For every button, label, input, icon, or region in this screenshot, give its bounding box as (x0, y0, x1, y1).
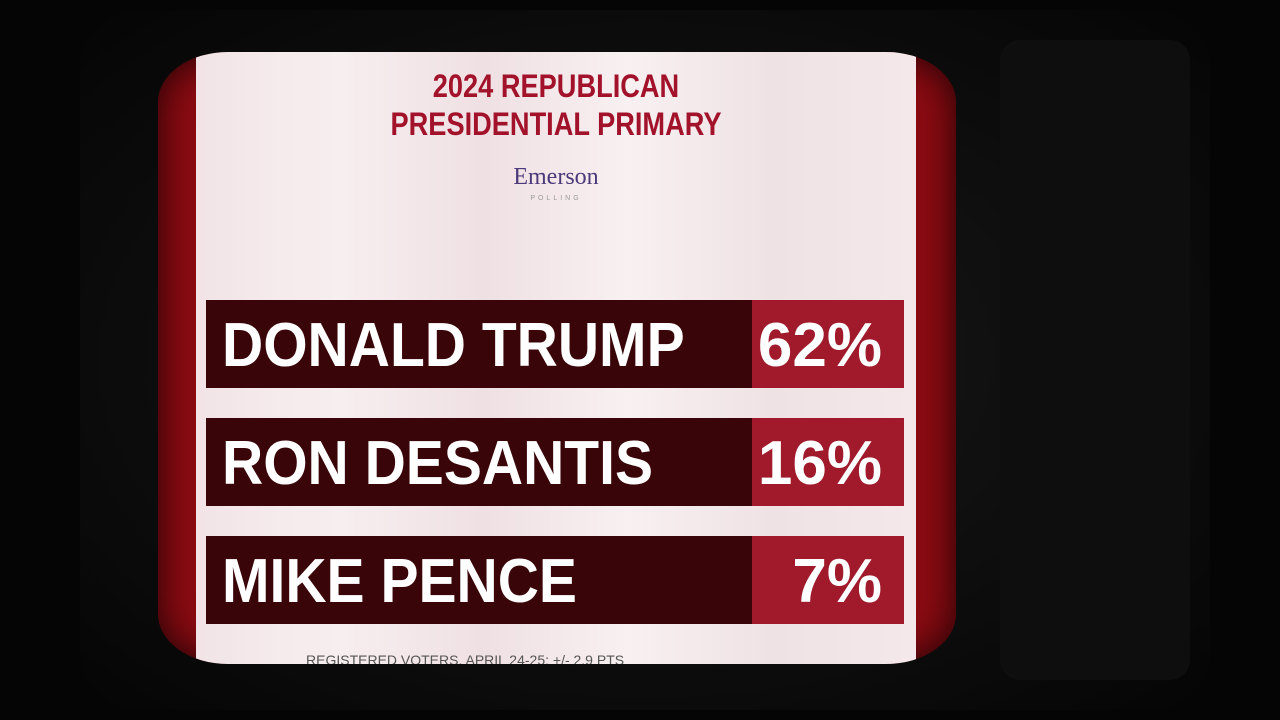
result-row: DONALD TRUMP 62% (206, 300, 904, 388)
title-line: PRESIDENTIAL PRIMARY (390, 106, 722, 142)
logo-sub: POLLING (530, 195, 582, 202)
candidate-value: 62% (752, 300, 904, 388)
candidate-name: RON DESANTIS (222, 429, 654, 498)
tv-panel (1000, 40, 1190, 680)
candidate-value: 16% (752, 418, 904, 506)
title-line: 2024 REPUBLICAN (432, 68, 680, 104)
logo-name: Emerson (513, 164, 599, 190)
candidate-value: 7% (752, 536, 904, 624)
tv-screen: 2024 REPUBLICAN PRESIDENTIAL PRIMARY Eme… (158, 52, 956, 664)
candidate-name: MIKE PENCE (222, 547, 577, 616)
graphic: 2024 REPUBLICAN PRESIDENTIAL PRIMARY Eme… (196, 52, 916, 664)
result-row: MIKE PENCE 7% (206, 536, 904, 624)
footer-note: REGISTERED VOTERS, APRIL 24-25; +/- 2.9 … (306, 652, 625, 664)
candidate-name: DONALD TRUMP (222, 311, 685, 380)
result-row: RON DESANTIS 16% (206, 418, 904, 506)
